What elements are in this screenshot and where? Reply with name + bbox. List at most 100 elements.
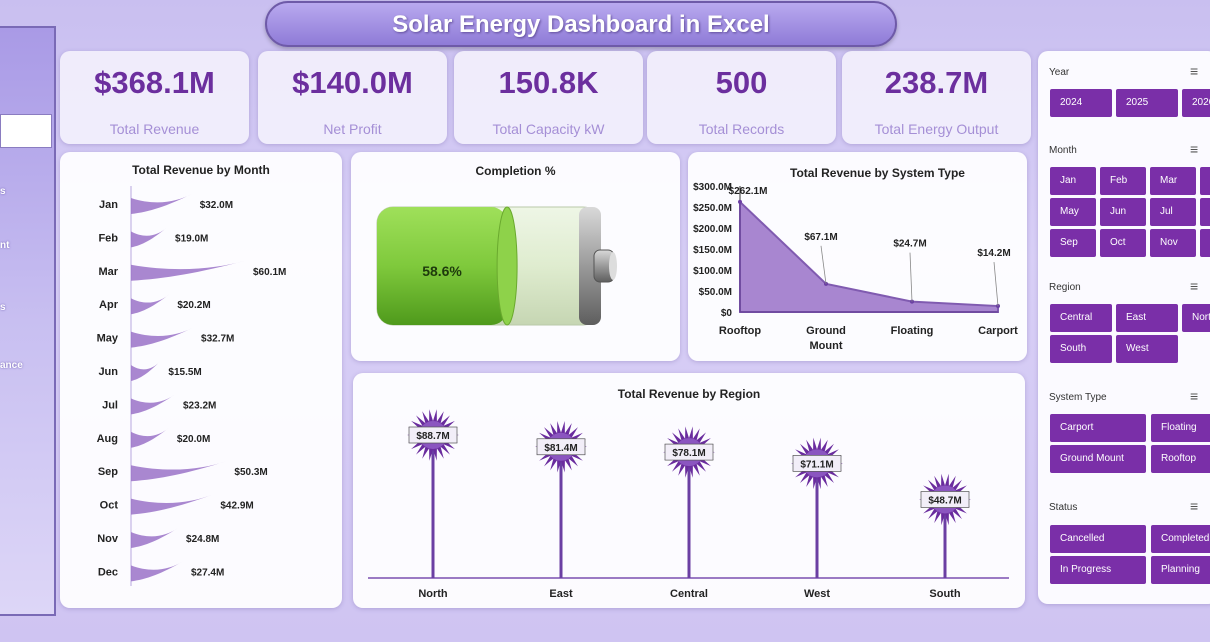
multi-select-icon[interactable]: ≡: [1190, 63, 1199, 79]
kpi-value: $368.1M: [94, 65, 215, 100]
slicer-region-south[interactable]: South: [1050, 335, 1112, 363]
x-tick-label: Mount: [810, 340, 843, 352]
slicer-status-completed[interactable]: Completed: [1151, 525, 1210, 553]
slicer-year-2024[interactable]: 2024: [1050, 89, 1112, 117]
month-bar: [131, 327, 194, 348]
month-data-label: $32.0M: [200, 200, 233, 211]
multi-select-icon[interactable]: ≡: [1190, 498, 1199, 514]
region-tick-label: East: [549, 588, 573, 600]
slicer-month-jan[interactable]: Jan: [1050, 167, 1096, 195]
month-tick-label: Nov: [97, 533, 119, 545]
slicer-status-label: Status: [1049, 502, 1078, 513]
month-tick-label: Apr: [99, 299, 119, 311]
slicer-month-may[interactable]: May: [1050, 198, 1096, 226]
month-data-label: $15.5M: [168, 367, 201, 378]
region-label-box: [408, 426, 458, 444]
nav-item-2[interactable]: nt: [0, 240, 10, 251]
slicer-status-in-progress[interactable]: In Progress: [1050, 556, 1146, 584]
month-tick-label: Aug: [97, 433, 118, 445]
kpi-total-energy-output: 238.7M Total Energy Output: [842, 51, 1031, 144]
region-label-box: [920, 491, 970, 508]
slicer-month-oct[interactable]: Oct: [1100, 229, 1146, 257]
month-tick-label: Oct: [100, 500, 119, 512]
system-type-data-label: $67.1M: [804, 232, 837, 243]
month-tick-label: Dec: [98, 566, 118, 578]
slicer-region-west[interactable]: West: [1116, 335, 1178, 363]
revenue-by-region-card: Total Revenue by Region $88.7M North $81.4…: [353, 373, 1025, 608]
month-bar: [131, 194, 192, 214]
slicer-month-aug[interactable]: [1200, 198, 1210, 226]
slicer-month-mar[interactable]: Mar: [1150, 167, 1196, 195]
kpi-label: Total Energy Output: [874, 121, 999, 137]
month-data-label: $20.2M: [177, 300, 210, 311]
multi-select-icon[interactable]: ≡: [1190, 141, 1199, 157]
completion-battery-chart: 58.6%: [376, 206, 617, 326]
month-tick-label: May: [97, 333, 119, 345]
nav-item-3[interactable]: s: [0, 302, 6, 313]
kpi-label: Total Records: [698, 121, 785, 137]
system-type-point: [738, 199, 742, 204]
slicer-month-label: Month: [1049, 145, 1077, 156]
month-bar: [131, 528, 179, 548]
slicer-month-sep[interactable]: Sep: [1050, 229, 1096, 257]
kpi-value: 238.7M: [884, 65, 989, 100]
y-tick-label: $100.0M: [693, 266, 732, 277]
slicer-year-2026[interactable]: 2026: [1182, 89, 1210, 117]
month-data-label: $42.9M: [220, 501, 253, 512]
revenue-by-region-chart: $88.7M North $81.4M East $78.1M Central $71.1M…: [368, 409, 1009, 600]
navigation-panel: s nt s ance: [0, 26, 56, 616]
y-tick-label: $300.0M: [693, 182, 732, 193]
month-tick-label: Jun: [98, 366, 118, 378]
region-data-label: $71.1M: [800, 459, 833, 470]
nav-item-4[interactable]: ance: [0, 360, 23, 371]
month-data-label: $27.4M: [191, 567, 224, 578]
dashboard-title: Solar Energy Dashboard in Excel: [392, 11, 770, 38]
slicer-region-central[interactable]: Central: [1050, 304, 1112, 332]
system-type-data-label: $24.7M: [893, 239, 926, 250]
system-type-point: [996, 304, 1000, 309]
slicer-system-ground-mount[interactable]: Ground Mount: [1050, 445, 1146, 473]
x-tick-label: Floating: [891, 325, 934, 337]
slicer-month-jul[interactable]: Jul: [1150, 198, 1196, 226]
chart-title: Completion %: [475, 164, 556, 178]
month-bar: [131, 394, 176, 415]
slicer-status-planning[interactable]: Planning: [1151, 556, 1210, 584]
y-tick-label: $200.0M: [693, 224, 732, 235]
slicer-system-rooftop[interactable]: Rooftop: [1151, 445, 1210, 473]
month-bar: [131, 361, 161, 381]
month-bar: [131, 294, 170, 315]
chart-title: Total Revenue by System Type: [790, 166, 965, 180]
slicer-month-jun[interactable]: Jun: [1100, 198, 1146, 226]
month-bar: [131, 494, 213, 515]
nav-selected-item[interactable]: [0, 114, 52, 148]
kpi-total-records: 500 Total Records: [647, 51, 836, 144]
slicer-month-nov[interactable]: Nov: [1150, 229, 1196, 257]
slicer-region-east[interactable]: East: [1116, 304, 1178, 332]
slicer-system-floating[interactable]: Floating: [1151, 414, 1210, 442]
multi-select-icon[interactable]: ≡: [1190, 278, 1199, 294]
slicer-month-feb[interactable]: Feb: [1100, 167, 1146, 195]
slicer-system-carport[interactable]: Carport: [1050, 414, 1146, 442]
month-bar: [131, 427, 169, 448]
completion-value: 58.6%: [422, 263, 462, 279]
multi-select-icon[interactable]: ≡: [1190, 388, 1199, 404]
kpi-total-capacity: 150.8K Total Capacity kW: [454, 51, 643, 144]
x-tick-label: Carport: [978, 325, 1018, 337]
y-tick-label: $0: [721, 308, 733, 319]
slicer-status-cancelled[interactable]: Cancelled: [1050, 525, 1146, 553]
slicer-month-apr[interactable]: [1200, 167, 1210, 195]
region-label-box: [664, 443, 714, 461]
nav-item-1[interactable]: s: [0, 186, 6, 197]
region-label-box: [536, 438, 586, 456]
chart-title: Total Revenue by Region: [617, 387, 761, 401]
month-data-label: $24.8M: [186, 534, 219, 545]
slicer-month-dec[interactable]: [1200, 229, 1210, 257]
kpi-label: Net Profit: [323, 121, 382, 137]
slicer-region-north[interactable]: North: [1182, 304, 1210, 332]
revenue-by-system-type-chart: $0 $50.0M $100.0M $150.0M $200.0M $250.0M $300…: [693, 182, 1018, 352]
month-bar: [131, 561, 183, 582]
y-tick-label: $50.0M: [699, 287, 732, 298]
chart-title: Total Revenue by Month: [132, 163, 270, 177]
month-tick-label: Mar: [98, 266, 118, 278]
slicer-year-2025[interactable]: 2025: [1116, 89, 1178, 117]
